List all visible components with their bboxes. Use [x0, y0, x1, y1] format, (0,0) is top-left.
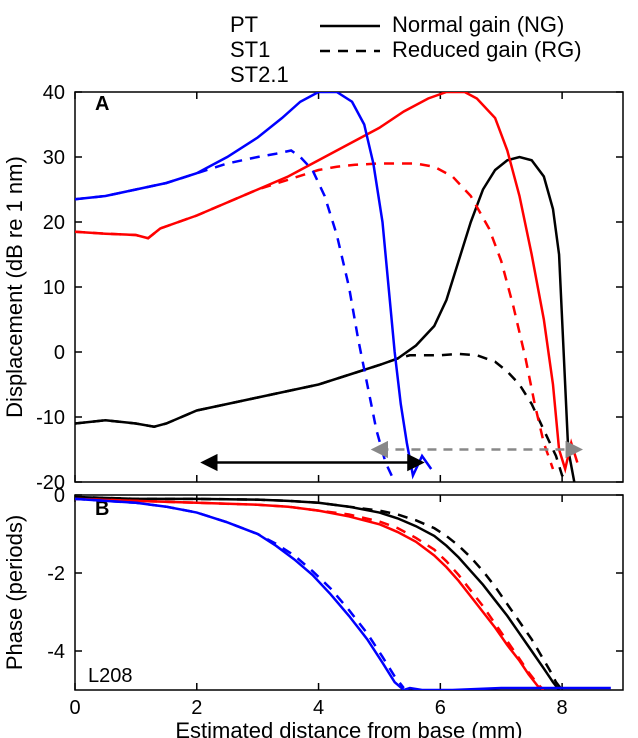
series-ST2-RG — [75, 499, 404, 688]
svg-text:Normal gain (NG): Normal gain (NG) — [392, 12, 564, 37]
svg-text:ST1: ST1 — [230, 37, 270, 62]
svg-text:8: 8 — [557, 697, 568, 719]
series-ST1-NG — [75, 92, 577, 469]
svg-text:6: 6 — [435, 697, 446, 719]
series-PT-NG — [75, 157, 574, 482]
svg-text:0: 0 — [54, 342, 65, 364]
svg-text:A: A — [95, 93, 109, 115]
svg-text:Estimated distance from base (: Estimated distance from base (mm) — [175, 718, 522, 738]
svg-text:-4: -4 — [47, 641, 65, 663]
svg-text:-10: -10 — [36, 407, 65, 429]
svg-text:PT: PT — [230, 12, 258, 37]
svg-text:30: 30 — [43, 147, 65, 169]
svg-text:20: 20 — [43, 212, 65, 234]
series-ST1-RG — [75, 164, 553, 470]
svg-text:ST2.1: ST2.1 — [230, 62, 289, 87]
series-ST2-NG — [75, 92, 431, 476]
series-ST1-RG — [75, 499, 544, 690]
svg-text:Displacement (dB re 1 nm): Displacement (dB re 1 nm) — [2, 156, 27, 418]
svg-text:-2: -2 — [47, 563, 65, 585]
svg-text:4: 4 — [313, 697, 324, 719]
series-ST2-NG — [75, 499, 611, 690]
svg-text:Phase (periods): Phase (periods) — [2, 515, 27, 670]
svg-text:10: 10 — [43, 277, 65, 299]
series-ST1-NG — [75, 499, 544, 690]
series-PT-NG — [75, 497, 559, 690]
svg-text:40: 40 — [43, 82, 65, 104]
svg-text:2: 2 — [191, 697, 202, 719]
svg-text:Reduced gain (RG): Reduced gain (RG) — [392, 37, 582, 62]
svg-text:0: 0 — [69, 697, 80, 719]
svg-text:L208: L208 — [88, 665, 133, 687]
svg-text:0: 0 — [54, 485, 65, 507]
